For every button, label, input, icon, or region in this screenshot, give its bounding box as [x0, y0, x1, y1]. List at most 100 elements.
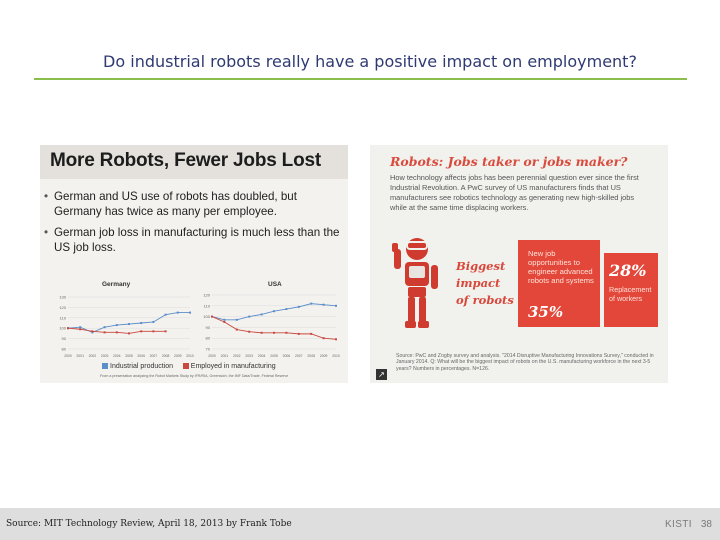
biggest-line-3: of robots [456, 293, 514, 307]
usa-chart: 70 80 90 100 110 120 2000 2001 2002 2003 2004 2005 2… [203, 293, 340, 359]
data-point [91, 331, 94, 334]
footer-source: Source: MIT Technology Review, April 18,… [6, 519, 292, 529]
x-tick-label: 2006 [137, 354, 145, 358]
biggest-impact-label: Biggest impact of robots [456, 258, 514, 309]
x-tick-label: 2006 [283, 354, 291, 358]
y-tick-label: 100 [203, 314, 210, 319]
data-point [260, 331, 263, 334]
data-point [223, 318, 226, 321]
right-source-note: Source: PwC and Zogby survey and analysi… [396, 353, 654, 372]
x-tick-label: 2003 [101, 354, 109, 358]
page-number: 38 [700, 519, 712, 530]
y-tick-label: 70 [206, 347, 211, 352]
data-point [235, 328, 238, 331]
replacement-percent: 28% [609, 261, 647, 280]
data-point [67, 327, 69, 330]
right-title: Robots: Jobs taker or jobs maker? [390, 154, 628, 169]
data-point [273, 310, 275, 313]
share-icon[interactable]: ↗ [376, 369, 387, 380]
new-jobs-percent: 35% [528, 303, 564, 321]
replacement-box: 28% Replacement of workers [604, 253, 658, 327]
data-point [322, 303, 325, 306]
x-tick-label: 2003 [245, 354, 253, 358]
chart-title-usa: USA [268, 281, 282, 288]
x-tick-label: 2009 [320, 354, 328, 358]
y-tick-label: 110 [204, 303, 211, 308]
data-point [310, 302, 313, 305]
left-infographic: More Robots, Fewer Jobs Lost German and … [40, 145, 348, 383]
series-line [67, 312, 190, 333]
data-point [128, 332, 130, 335]
legend-swatch-employed [182, 363, 189, 370]
data-point [310, 332, 313, 335]
x-tick-label: 2008 [307, 354, 315, 358]
x-tick-label: 2000 [208, 354, 216, 358]
footer-org: KISTI [664, 519, 692, 530]
x-tick-label: 2001 [76, 354, 84, 358]
title-underline [34, 78, 687, 80]
legend-label-employed: Employed in manufacturing [190, 363, 276, 370]
left-heading: More Robots, Fewer Jobs Lost [50, 150, 321, 171]
y-tick-label: 80 [206, 336, 211, 341]
y-tick-label: 80 [62, 347, 67, 352]
y-tick-label: 130 [59, 295, 66, 300]
data-point [128, 323, 130, 326]
y-tick-label: 90 [62, 336, 67, 341]
footer-bar: Source: MIT Technology Review, April 18,… [0, 508, 720, 540]
germany-chart: 80 90 100 110 120 130 2000 2001 2002 2003 2004 2005… [59, 295, 194, 359]
biggest-line-2: impact [456, 276, 501, 290]
data-point [211, 315, 213, 318]
bullet-item: German and US use of robots has doubled,… [44, 189, 342, 219]
data-point [273, 331, 275, 334]
x-tick-label: 2008 [162, 354, 170, 358]
x-tick-label: 2000 [64, 354, 72, 358]
x-tick-label: 2001 [221, 354, 229, 358]
left-heading-bar: More Robots, Fewer Jobs Lost [40, 145, 348, 179]
right-body-text: How technology affects jobs has been per… [390, 173, 639, 212]
data-point [115, 331, 118, 334]
data-point [79, 326, 82, 329]
data-point [164, 330, 167, 333]
data-point [140, 322, 143, 324]
robot-icon [392, 238, 438, 328]
data-point [248, 315, 251, 318]
chart-title-germany: Germany [102, 281, 131, 288]
x-tick-label: 2005 [125, 354, 133, 358]
data-point [223, 321, 226, 323]
replacement-text: Replacement of workers [609, 285, 652, 303]
x-tick-label: 2007 [150, 354, 158, 358]
data-point [91, 330, 94, 333]
biggest-line-1: Biggest [456, 259, 506, 273]
data-point [335, 304, 337, 307]
legend-label-production: Industrial production [110, 363, 174, 370]
data-point [189, 311, 191, 314]
data-point [103, 326, 106, 329]
data-point [297, 332, 300, 335]
chart-legend: Industrial production Employed in manufa… [102, 363, 276, 370]
data-point [322, 337, 325, 340]
x-tick-label: 2010 [186, 354, 194, 358]
right-infographic: Robots: Jobs taker or jobs maker? How te… [370, 145, 668, 383]
y-tick-label: 100 [59, 326, 66, 331]
x-tick-label: 2005 [270, 354, 278, 358]
y-tick-label: 120 [59, 305, 66, 310]
y-tick-label: 120 [203, 293, 210, 298]
y-tick-label: 110 [60, 315, 67, 320]
data-point [115, 324, 118, 327]
data-point [164, 313, 167, 316]
data-point [285, 308, 288, 311]
new-jobs-box: New job opportunities to engineer advanc… [518, 240, 600, 327]
data-point [235, 318, 238, 321]
data-point [103, 331, 106, 334]
new-jobs-text: New job opportunities to engineer advanc… [528, 249, 594, 285]
bullet-list: German and US use of robots has doubled,… [40, 179, 348, 255]
x-tick-label: 2002 [233, 354, 241, 358]
left-note: From a presentation analyzing the Robot … [100, 374, 289, 378]
data-point [248, 330, 251, 333]
data-point [297, 305, 300, 308]
x-tick-label: 2009 [174, 354, 182, 358]
data-point [260, 313, 263, 316]
x-tick-label: 2010 [332, 354, 340, 358]
data-point [140, 330, 143, 333]
x-tick-label: 2002 [89, 354, 97, 358]
